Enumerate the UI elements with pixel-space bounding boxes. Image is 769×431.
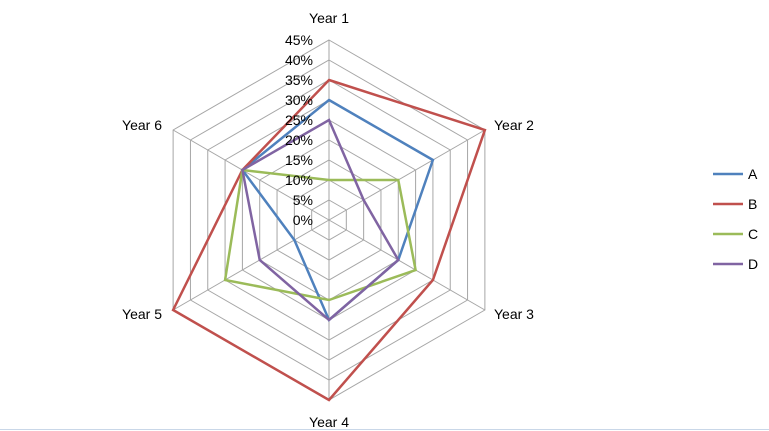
tick-label: 35% <box>285 72 313 88</box>
axis-spoke <box>172 219 330 311</box>
axis-label-year-5: Year 5 <box>122 306 162 322</box>
tick-label: 25% <box>285 112 313 128</box>
axis-label-year-4: Year 4 <box>309 414 349 430</box>
legend-label-a: A <box>748 166 758 182</box>
axis-spoke <box>328 219 486 311</box>
axis-label-year-2: Year 2 <box>494 117 534 133</box>
axis-spoke <box>172 129 330 221</box>
axis-label-year-6: Year 6 <box>122 117 162 133</box>
legend-label-b: B <box>748 196 757 212</box>
tick-label: 30% <box>285 92 313 108</box>
radar-tick-labels: 0% 5% 10% 15% 20% 25% 30% 35% 40% 45% <box>285 32 313 228</box>
tick-label: 10% <box>285 172 313 188</box>
axis-spoke <box>328 129 486 221</box>
tick-label: 15% <box>285 152 313 168</box>
legend-label-d: D <box>748 256 758 272</box>
tick-label: 5% <box>293 192 313 208</box>
legend-label-c: C <box>748 226 758 242</box>
series-line-d <box>241 118 400 322</box>
tick-label: 0% <box>293 212 313 228</box>
bottom-border-line <box>0 429 769 430</box>
radar-axes <box>172 40 486 400</box>
tick-label: 20% <box>285 132 313 148</box>
tick-label: 45% <box>285 32 313 48</box>
radar-axis-labels: Year 1 Year 2 Year 3 Year 4 Year 5 Year 6 <box>122 10 534 430</box>
axis-label-year-1: Year 1 <box>309 10 349 26</box>
tick-label: 40% <box>285 52 313 68</box>
radar-series <box>171 78 487 402</box>
axis-label-year-3: Year 3 <box>494 306 534 322</box>
